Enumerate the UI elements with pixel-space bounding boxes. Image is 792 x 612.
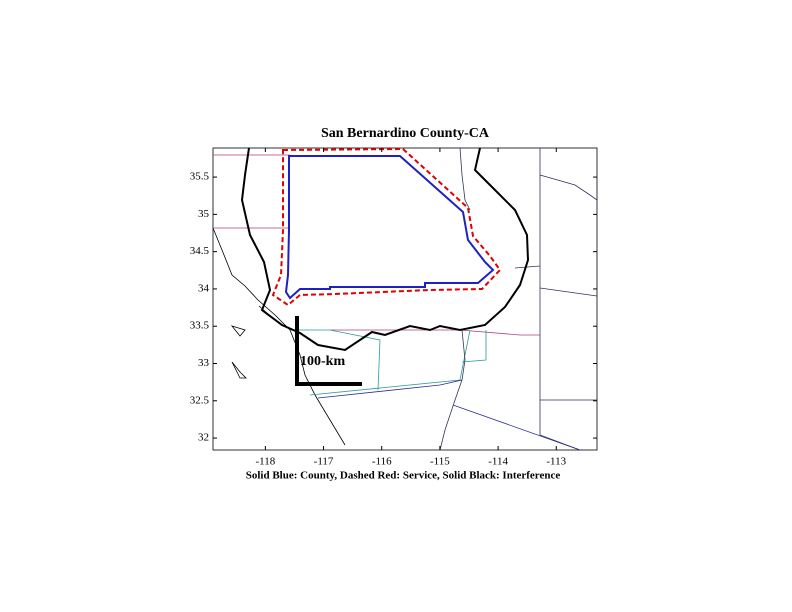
x-tick-label: -116 xyxy=(372,456,392,468)
y-tick-label: 32 xyxy=(198,432,209,444)
interference-contour xyxy=(240,147,530,352)
service-contour xyxy=(271,147,502,307)
scale-bar xyxy=(295,316,362,386)
y-tick-label: 33.5 xyxy=(190,320,210,332)
x-tick-label: -118 xyxy=(255,456,275,468)
x-tick-label: -113 xyxy=(546,456,566,468)
coastline xyxy=(212,227,346,446)
county-line xyxy=(290,329,487,396)
x-tick-label: -115 xyxy=(430,456,450,468)
x-tick-label: -117 xyxy=(314,456,334,468)
y-tick-label: 35.5 xyxy=(190,171,210,183)
y-tick-label: 33 xyxy=(198,357,210,369)
scale-label: 100-km xyxy=(300,354,345,369)
map-title: San Bernardino County-CA xyxy=(321,126,490,141)
boundaries xyxy=(212,147,598,451)
county-boundary xyxy=(284,155,495,300)
y-tick-label: 34.5 xyxy=(190,245,210,257)
y-tick-label: 34 xyxy=(198,282,210,294)
river xyxy=(439,147,471,451)
y-tick-label: 32.5 xyxy=(190,394,210,406)
state-line xyxy=(514,148,598,451)
county-line xyxy=(213,154,540,336)
caption: Solid Blue: County, Dashed Red: Service,… xyxy=(246,470,561,482)
x-tick-label: -114 xyxy=(488,456,508,468)
map-frame xyxy=(212,147,598,451)
state-line xyxy=(317,379,581,451)
map-area: 100-km xyxy=(212,147,598,451)
y-tick-label: 35 xyxy=(198,208,210,220)
